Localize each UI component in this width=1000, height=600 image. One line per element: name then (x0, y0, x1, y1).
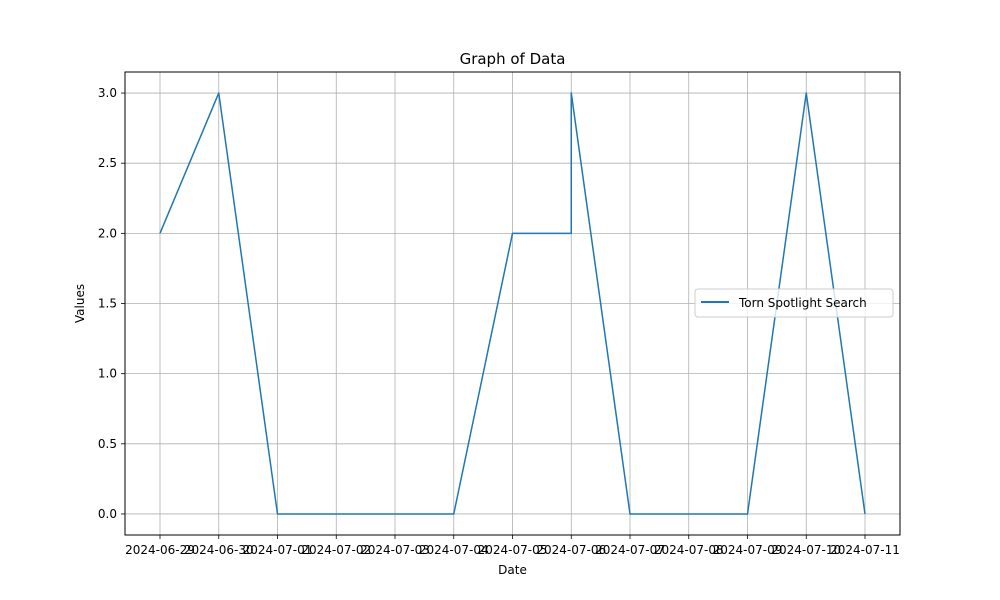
y-axis-label: Values (73, 284, 87, 323)
x-tick-label: 2024-07-02 (301, 543, 371, 557)
y-tick-label: 3.0 (98, 86, 117, 100)
x-tick-label: 2024-07-07 (595, 543, 665, 557)
x-tick-label: 2024-07-05 (478, 543, 548, 557)
x-tick-label: 2024-07-11 (830, 543, 900, 557)
y-tick-label: 1.5 (98, 297, 117, 311)
chart-title: Graph of Data (460, 50, 566, 68)
x-tick-label: 2024-07-03 (360, 543, 430, 557)
x-tick-label: 2024-07-01 (243, 543, 313, 557)
series-line (159, 92, 866, 515)
x-tick-label: 2024-06-29 (125, 543, 195, 557)
legend-label: Torn Spotlight Search (738, 296, 867, 310)
y-tick-label: 1.0 (98, 367, 117, 381)
x-tick-label: 2024-07-06 (536, 543, 606, 557)
y-tick-label: 2.0 (98, 226, 117, 240)
legend: Torn Spotlight Search (694, 288, 894, 318)
x-tick-label: 2024-07-09 (713, 543, 783, 557)
x-tick-label: 2024-07-08 (654, 543, 724, 557)
x-tick-label: 2024-07-04 (419, 543, 489, 557)
plot-area-frame (124, 71, 901, 536)
y-tick-label: 0.5 (98, 437, 117, 451)
x-tick-label: 2024-07-10 (771, 543, 841, 557)
x-tick-label: 2024-06-30 (184, 543, 254, 557)
y-tick-label: 0.0 (98, 507, 117, 521)
x-axis-label: Date (498, 563, 527, 577)
axis-ticks: 2024-06-292024-06-302024-07-012024-07-02… (98, 86, 900, 557)
series-lines (159, 92, 866, 515)
legend-box (694, 288, 894, 318)
y-tick-label: 2.5 (98, 156, 117, 170)
